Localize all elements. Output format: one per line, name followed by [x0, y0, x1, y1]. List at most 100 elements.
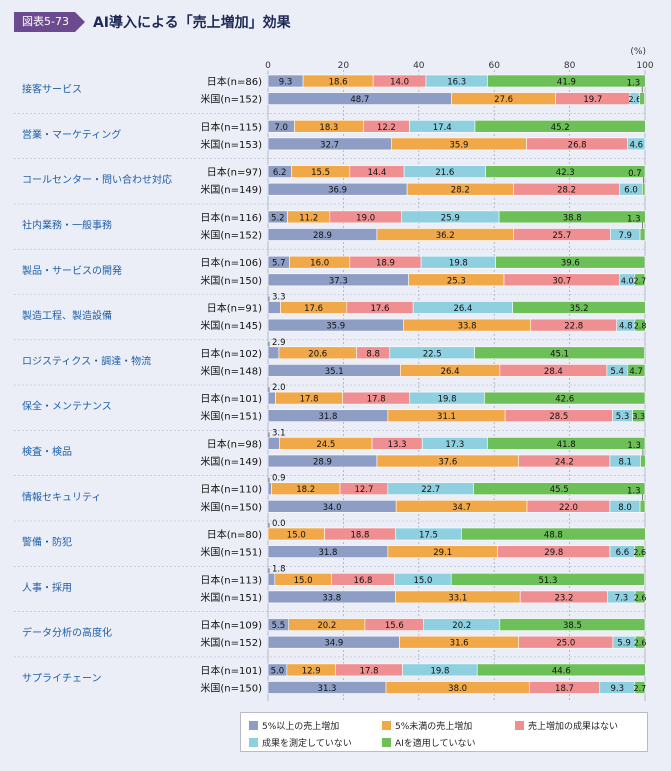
- data-label: 20.2: [317, 621, 336, 631]
- data-label: 9.3: [279, 78, 293, 88]
- data-label: 3.3: [632, 412, 645, 421]
- data-label: 18.7: [555, 684, 574, 694]
- row-label: 日本(n=97): [207, 166, 262, 179]
- row-label: 日本(n=80): [207, 528, 262, 541]
- data-label: 21.6: [435, 168, 454, 178]
- data-label: 2.8: [634, 322, 647, 331]
- bar-segment: [512, 301, 646, 314]
- bar-segment: [634, 590, 646, 604]
- data-label: 23.2: [554, 593, 573, 603]
- data-label: 15.5: [311, 168, 330, 178]
- data-label: 27.6: [494, 95, 513, 105]
- data-label: 3.3: [272, 293, 286, 303]
- data-label: 33.8: [322, 593, 341, 603]
- data-label: 8.1: [618, 458, 632, 468]
- data-label: 22.8: [564, 322, 583, 332]
- bar-segment: [639, 499, 646, 513]
- row-label: 日本(n=116): [200, 211, 262, 224]
- category-label: 情報セキュリティ: [22, 490, 101, 503]
- data-label: 19.0: [356, 213, 375, 223]
- row-label: 米国(n=150): [200, 500, 262, 513]
- data-label: 26.4: [453, 304, 472, 314]
- data-label: 1.3: [627, 79, 641, 89]
- data-label: 31.1: [437, 412, 456, 422]
- category-label: 保全・メンテナンス: [22, 400, 112, 413]
- data-label: 25.3: [447, 276, 466, 286]
- legend-label: AIを適用していない: [395, 739, 476, 749]
- data-label: 2.0: [272, 383, 286, 393]
- data-label: 6.6: [616, 548, 630, 558]
- bar-segment: [476, 663, 646, 677]
- data-label: 17.8: [367, 395, 386, 405]
- x-tick-label: 20: [338, 61, 350, 71]
- bar-segment: [267, 572, 276, 586]
- data-label: 2.6: [633, 548, 646, 557]
- data-label: 18.9: [376, 259, 395, 269]
- bar-segment: [450, 572, 645, 586]
- data-label: 3.1: [272, 428, 286, 438]
- data-label: 4.7: [629, 367, 643, 377]
- data-label: 19.8: [430, 666, 449, 676]
- bar-segment: [487, 74, 646, 88]
- bar-segment: [474, 120, 646, 133]
- legend-item: 成果を測定していない: [249, 736, 352, 749]
- data-label: 22.0: [559, 503, 578, 513]
- bar-segment: [634, 635, 646, 649]
- data-label: 5.0: [271, 666, 285, 676]
- data-label: 37.6: [438, 458, 457, 468]
- figure-header: 図表5-73 AI導入による「売上増加」効果: [14, 11, 291, 33]
- data-label: 2.7: [634, 276, 647, 285]
- row-label: 米国(n=149): [200, 455, 262, 468]
- row-label: 日本(n=98): [207, 437, 262, 450]
- row-label: 日本(n=102): [200, 347, 262, 360]
- bar-segment: [485, 165, 646, 178]
- data-label: 38.0: [448, 684, 467, 694]
- data-label: 37.3: [329, 276, 348, 286]
- row-label: 米国(n=150): [200, 274, 262, 287]
- row-label: 米国(n=151): [200, 410, 262, 423]
- bar-segment: [639, 92, 645, 105]
- figure-title: AI導入による「売上増加」効果: [92, 15, 291, 31]
- legend-item: AIを適用していない: [382, 736, 476, 749]
- unit-label: (%): [630, 47, 646, 57]
- bar-segment: [267, 346, 280, 360]
- data-label: 22.7: [421, 485, 440, 495]
- data-label: 17.5: [419, 531, 438, 541]
- bar-segment: [642, 182, 646, 196]
- category-label: データ分析の高度化: [22, 626, 112, 639]
- data-label: 34.7: [452, 503, 471, 513]
- data-label: 5.9: [617, 639, 631, 649]
- row-label: 米国(n=152): [200, 229, 262, 242]
- legend-label: 5%以上の売上増加: [262, 722, 340, 732]
- legend-label: 5%未満の売上増加: [395, 722, 473, 732]
- data-label: 34.0: [323, 503, 342, 513]
- data-label: 31.8: [318, 548, 337, 558]
- data-label: 28.2: [557, 186, 576, 196]
- data-label: 42.3: [556, 168, 575, 178]
- data-label: 17.8: [300, 395, 319, 405]
- row-label: 日本(n=91): [207, 302, 262, 315]
- category-label: ロジスティクス・調達・物流: [22, 354, 151, 367]
- category-label: 検査・検品: [22, 445, 72, 458]
- data-label: 7.9: [618, 231, 632, 241]
- data-label: 20.6: [308, 349, 327, 359]
- row-label: 米国(n=151): [200, 591, 262, 604]
- data-label: 2.6: [634, 639, 647, 648]
- data-label: 24.5: [316, 440, 335, 450]
- row-label: 米国(n=151): [200, 546, 262, 559]
- data-label: 5.3: [616, 412, 630, 422]
- data-label: 44.6: [552, 666, 571, 676]
- bar-segment: [639, 228, 646, 241]
- data-label: 5.4: [610, 367, 624, 377]
- legend-swatch: [382, 721, 391, 730]
- data-label: 28.9: [313, 458, 332, 468]
- data-label: 51.3: [538, 576, 557, 586]
- data-label: 4.6: [630, 140, 644, 150]
- bar-segment: [634, 681, 646, 694]
- data-label: 28.4: [544, 367, 563, 377]
- data-label: 26.4: [441, 367, 460, 377]
- data-label: 16.0: [310, 259, 329, 269]
- category-label: 警備・防犯: [22, 536, 72, 549]
- data-label: 6.0: [624, 186, 638, 196]
- bar-segment: [484, 391, 646, 405]
